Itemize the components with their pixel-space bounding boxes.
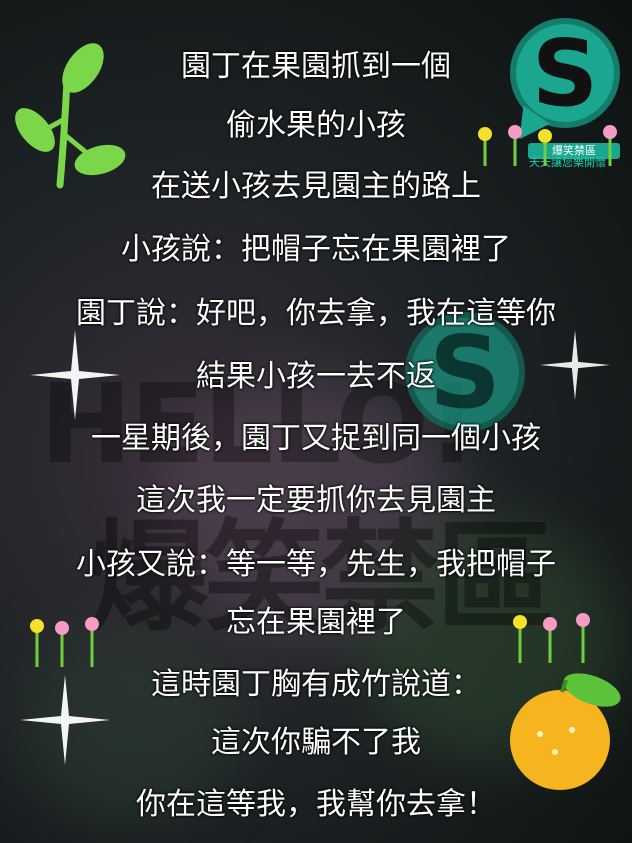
story-line: 偷水果的小孩	[226, 108, 406, 143]
story-line: 園丁說：好吧，你去拿，我在這等你	[76, 296, 556, 331]
watermark-hello: HELLO!	[40, 360, 477, 488]
story-line: 你在這等我，我幫你去拿！	[136, 787, 496, 822]
story-line: 忘在果園裡了	[226, 605, 406, 640]
brand-tagline: 天天讓您樂開懷	[529, 156, 606, 169]
sparkle-icon	[540, 330, 610, 400]
flowers-icon	[478, 125, 617, 166]
watermark-s-logo-icon: S	[405, 312, 525, 432]
story-line: 這時園丁胸有成竹說道：	[151, 667, 481, 702]
leaf-sprig-icon	[15, 43, 126, 189]
flowers-icon	[30, 617, 99, 667]
story-line: 一星期後，園丁又捉到同一個小孩	[91, 421, 541, 456]
story-line: 小孩又說：等一等，先生，我把帽子	[76, 547, 556, 582]
s-logo-icon: S	[510, 18, 620, 128]
story-line: 結果小孩一去不返	[196, 359, 436, 394]
story-line: 園丁在果園抓到一個	[181, 49, 451, 84]
brand-sign: 爆笑禁區	[528, 143, 620, 159]
flowers-icon	[513, 613, 590, 663]
story-line: 這次我一定要抓你去見園主	[136, 483, 496, 518]
sparkle-icon	[30, 330, 120, 420]
story-line: 在送小孩去見園主的路上	[151, 169, 481, 204]
story-line: 小孩說：把帽子忘在果園裡了	[121, 232, 511, 267]
story-line: 這次你騙不了我	[211, 725, 421, 760]
sparkle-icon	[20, 675, 110, 765]
watermark-brand: 爆笑禁區	[88, 509, 556, 648]
orange-fruit-icon	[510, 673, 621, 790]
